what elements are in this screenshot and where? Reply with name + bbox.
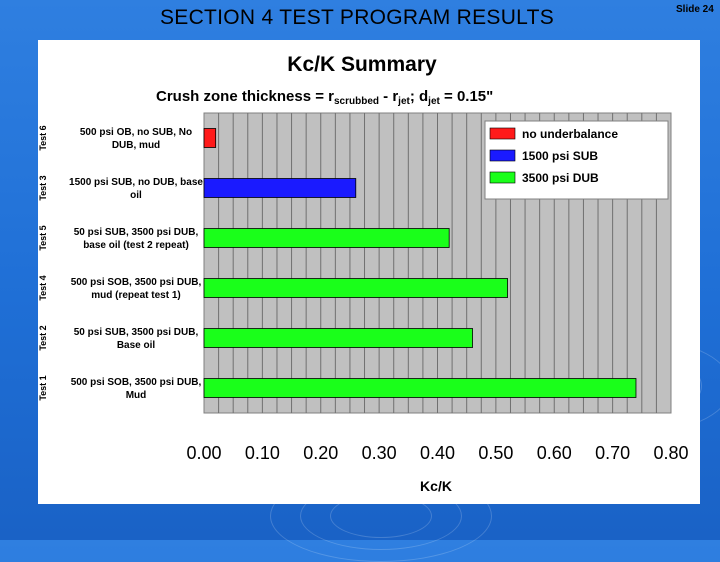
bar-test-3 (203, 178, 357, 198)
test-label: Test 3 (38, 175, 48, 200)
x-tick-label: 0.30 (362, 443, 397, 463)
category-label-line: 500 psi OB, no SUB, No (80, 127, 192, 138)
category-label-line: base oil (test 2 repeat) (83, 240, 189, 251)
category-label-line: 500 psi SOB, 3500 psi DUB, (71, 277, 202, 288)
legend-box (484, 120, 669, 200)
test-label: Test 2 (38, 325, 48, 350)
category-label-line: mud (repeat test 1) (91, 290, 180, 301)
x-tick-label: 0.70 (595, 443, 630, 463)
x-tick-label: 0.20 (303, 443, 338, 463)
legend-label: 3500 psi DUB (522, 171, 599, 185)
test-label: Test 5 (38, 225, 48, 250)
test-label: Test 1 (38, 375, 48, 400)
category-label-line: 50 psi SUB, 3500 psi DUB, (74, 327, 199, 338)
category-label-line: DUB, mud (112, 140, 160, 151)
x-tick-label: 0.00 (186, 443, 221, 463)
x-axis-label: Kc/K (420, 478, 452, 494)
legend-swatch (489, 127, 516, 140)
chart-panel: Kc/K Summary Crush zone thickness = rscr… (38, 40, 700, 504)
x-tick-labels: 0.00 0.10 0.20 0.30 0.40 0.50 0.60 0.70 0.80 (186, 443, 688, 463)
category-label-line: 500 psi SOB, 3500 psi DUB, (71, 377, 202, 388)
legend-label: no underbalance (522, 127, 618, 141)
legend-swatch (489, 171, 516, 184)
bar-test-5 (203, 228, 450, 248)
category-label-line: 1500 psi SUB, no DUB, base (69, 177, 203, 188)
bar-test-4 (203, 278, 508, 298)
category-labels: Test 6 500 psi OB, no SUB, No DUB, mud Test… (38, 125, 203, 401)
chart-title: Kc/K Summary (287, 53, 437, 76)
x-tick-label: 0.60 (537, 443, 572, 463)
bar-test-1 (203, 378, 637, 398)
slide-title: SECTION 4 TEST PROGRAM RESULTS (159, 6, 555, 29)
x-tick-label: 0.80 (653, 443, 688, 463)
kc-k-summary-chart: Kc/K Summary Crush zone thickness = rscr… (38, 53, 689, 494)
slide-number: Slide 24 (676, 4, 714, 15)
category-label-line: 50 psi SUB, 3500 psi DUB, (74, 227, 199, 238)
category-label-line: oil (130, 190, 142, 201)
bar-test-2 (203, 328, 473, 348)
legend-label: 1500 psi SUB (522, 149, 598, 163)
legend-swatch (489, 149, 516, 162)
category-label-line: Base oil (117, 340, 156, 351)
legend: no underbalance 1500 psi SUB 3500 psi DUB (484, 120, 669, 200)
test-label: Test 6 (38, 125, 48, 150)
category-label-line: Mud (126, 390, 147, 401)
chart-subtitle: Crush zone thickness = rscrubbed - rjet;… (156, 88, 493, 107)
x-tick-label: 0.40 (420, 443, 455, 463)
x-tick-label: 0.10 (245, 443, 280, 463)
bar-test-6 (203, 128, 217, 148)
x-tick-label: 0.50 (478, 443, 513, 463)
test-label: Test 4 (38, 275, 48, 300)
bars (203, 128, 637, 398)
